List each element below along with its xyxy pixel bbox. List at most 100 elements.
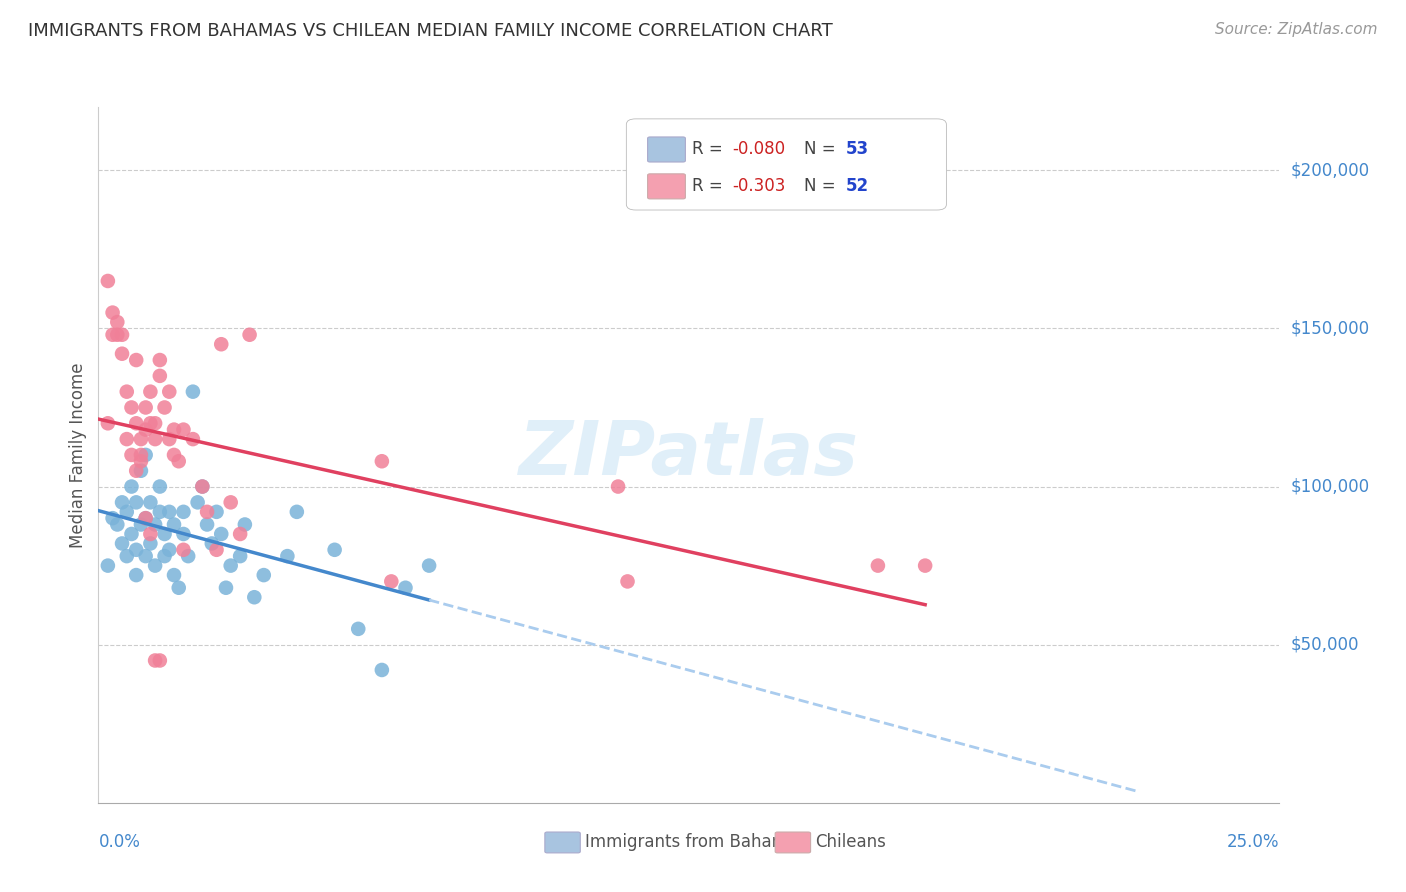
Point bbox=[607, 479, 630, 493]
Text: R =: R = bbox=[693, 140, 728, 159]
Point bbox=[219, 558, 242, 573]
Point bbox=[135, 423, 157, 437]
Point bbox=[149, 479, 172, 493]
Point bbox=[143, 653, 166, 667]
Point bbox=[276, 549, 298, 563]
Text: $200,000: $200,000 bbox=[1291, 161, 1369, 179]
Point bbox=[105, 327, 128, 342]
Point bbox=[347, 622, 370, 636]
Text: 0.0%: 0.0% bbox=[98, 833, 141, 851]
Point bbox=[101, 511, 124, 525]
Point bbox=[239, 327, 262, 342]
Point bbox=[172, 423, 194, 437]
FancyBboxPatch shape bbox=[546, 832, 581, 853]
Point bbox=[139, 495, 162, 509]
Point bbox=[616, 574, 638, 589]
Point bbox=[914, 558, 936, 573]
Point bbox=[229, 549, 252, 563]
Point bbox=[167, 454, 190, 468]
Text: N =: N = bbox=[803, 178, 841, 195]
Point bbox=[115, 549, 138, 563]
Point bbox=[105, 517, 128, 532]
Point bbox=[177, 549, 200, 563]
Point bbox=[139, 384, 162, 399]
Point bbox=[233, 517, 256, 532]
Point bbox=[172, 542, 194, 557]
Point bbox=[97, 274, 120, 288]
Point bbox=[219, 495, 242, 509]
Text: Immigrants from Bahamas: Immigrants from Bahamas bbox=[585, 833, 807, 852]
FancyBboxPatch shape bbox=[648, 137, 685, 162]
Point bbox=[135, 549, 157, 563]
FancyBboxPatch shape bbox=[626, 119, 946, 210]
Point bbox=[371, 663, 394, 677]
Text: ZIPatlas: ZIPatlas bbox=[519, 418, 859, 491]
Text: $100,000: $100,000 bbox=[1291, 477, 1369, 496]
Point bbox=[153, 549, 176, 563]
Point bbox=[115, 505, 138, 519]
Point bbox=[121, 479, 143, 493]
Text: $50,000: $50,000 bbox=[1291, 636, 1360, 654]
Point bbox=[163, 568, 186, 582]
Point bbox=[866, 558, 889, 573]
Point bbox=[187, 495, 209, 509]
Point bbox=[205, 505, 228, 519]
Point bbox=[163, 423, 186, 437]
Text: IMMIGRANTS FROM BAHAMAS VS CHILEAN MEDIAN FAMILY INCOME CORRELATION CHART: IMMIGRANTS FROM BAHAMAS VS CHILEAN MEDIA… bbox=[28, 22, 832, 40]
Text: $150,000: $150,000 bbox=[1291, 319, 1369, 337]
Point bbox=[380, 574, 402, 589]
Point bbox=[229, 527, 252, 541]
Point bbox=[105, 315, 128, 329]
Point bbox=[172, 527, 194, 541]
Point bbox=[163, 517, 186, 532]
Text: N =: N = bbox=[803, 140, 841, 159]
Text: R =: R = bbox=[693, 178, 728, 195]
Point bbox=[149, 368, 172, 383]
Point bbox=[125, 464, 148, 478]
Point bbox=[135, 511, 157, 525]
Point bbox=[209, 337, 232, 351]
Text: Chileans: Chileans bbox=[815, 833, 886, 852]
Y-axis label: Median Family Income: Median Family Income bbox=[69, 362, 87, 548]
Point bbox=[121, 448, 143, 462]
Point bbox=[394, 581, 416, 595]
Point bbox=[157, 432, 180, 446]
Point bbox=[149, 505, 172, 519]
Text: Source: ZipAtlas.com: Source: ZipAtlas.com bbox=[1215, 22, 1378, 37]
Point bbox=[153, 527, 176, 541]
Point bbox=[149, 653, 172, 667]
Point bbox=[253, 568, 276, 582]
Point bbox=[163, 448, 186, 462]
Point bbox=[149, 353, 172, 368]
Point bbox=[135, 511, 157, 525]
Point bbox=[143, 558, 166, 573]
Point bbox=[121, 401, 143, 415]
Point bbox=[121, 527, 143, 541]
Point bbox=[209, 527, 232, 541]
Point bbox=[167, 581, 190, 595]
Point bbox=[172, 505, 194, 519]
Point bbox=[135, 401, 157, 415]
Point bbox=[125, 542, 148, 557]
Point bbox=[135, 448, 157, 462]
Point bbox=[215, 581, 238, 595]
Point bbox=[139, 417, 162, 431]
Point bbox=[139, 536, 162, 550]
Point bbox=[191, 479, 214, 493]
Point bbox=[285, 505, 308, 519]
Point bbox=[97, 417, 120, 431]
Point bbox=[243, 591, 266, 605]
Point bbox=[129, 464, 152, 478]
Point bbox=[125, 495, 148, 509]
Point bbox=[111, 327, 134, 342]
Point bbox=[129, 517, 152, 532]
Point bbox=[101, 305, 124, 319]
Point bbox=[157, 505, 180, 519]
Point bbox=[101, 327, 124, 342]
Point bbox=[143, 517, 166, 532]
Point bbox=[139, 527, 162, 541]
Point bbox=[371, 454, 394, 468]
Point bbox=[195, 517, 218, 532]
Text: -0.303: -0.303 bbox=[733, 178, 786, 195]
Point bbox=[191, 479, 214, 493]
